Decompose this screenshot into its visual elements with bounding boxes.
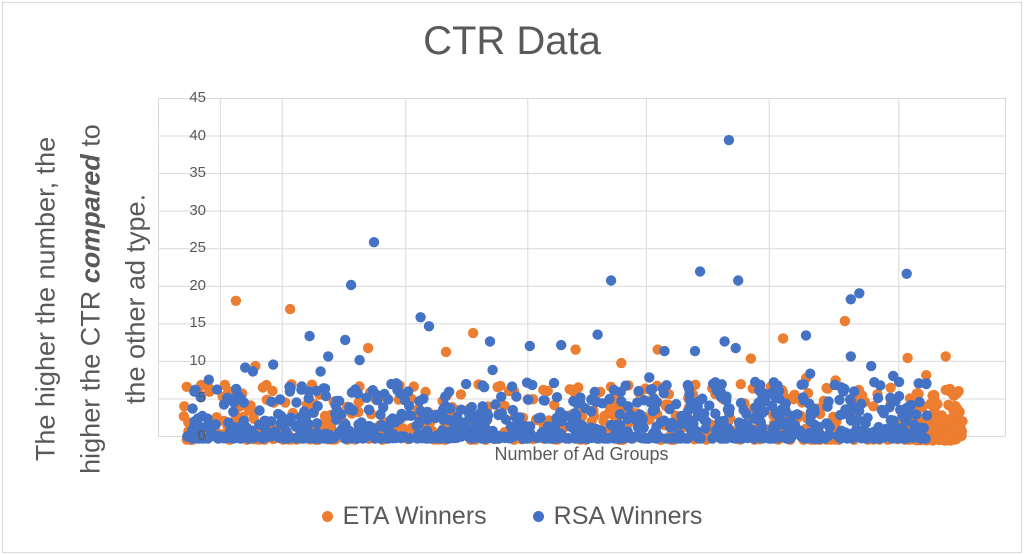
y-axis-annotation-line2: higher the CTR compared to — [69, 49, 114, 549]
eta-winners-marker-icon — [321, 511, 333, 522]
legend-label-rsa: RSA Winners — [553, 502, 703, 530]
y-axis-tick-label: 15 — [189, 314, 206, 332]
y-axis-tick-label: 0 — [197, 427, 206, 444]
y-axis-tick-label: 10 — [189, 351, 206, 369]
y-axis-tick-label: 30 — [189, 201, 206, 219]
scatter-svg — [158, 98, 1006, 446]
legend-item-eta-winners: ETA Winners — [321, 502, 487, 531]
rsa-winners-points — [182, 134, 933, 444]
annotation-emphasis-text: compared — [75, 154, 106, 284]
legend-label-eta: ETA Winners — [342, 502, 487, 530]
annotation-text: to — [75, 124, 106, 155]
y-axis-annotation: The higher the number, the higher the CT… — [24, 49, 159, 549]
plot-area: 45 40 35 30 25 20 15 10 5 0 — [158, 89, 1006, 446]
y-axis-tick-label: 40 — [189, 126, 206, 144]
legend: ETA Winners RSA Winners — [3, 502, 1021, 531]
legend-item-rsa-winners: RSA Winners — [532, 502, 703, 531]
y-axis-tick-label: 20 — [189, 276, 206, 294]
y-axis-tick-label: 35 — [189, 164, 206, 182]
x-axis-title: Number of Ad Groups — [494, 444, 669, 464]
annotation-text: higher the CTR — [75, 283, 106, 474]
y-axis-tick-label: 25 — [189, 239, 206, 257]
rsa-winners-marker-icon — [532, 511, 544, 522]
y-axis-tick-label: 45 — [189, 89, 206, 106]
y-axis-tick-label: 5 — [197, 389, 206, 407]
y-axis-annotation-line1: The higher the number, the — [30, 136, 61, 462]
chart-title: CTR Data — [423, 19, 601, 63]
y-axis-annotation-line3: the other ad type. — [120, 193, 151, 405]
